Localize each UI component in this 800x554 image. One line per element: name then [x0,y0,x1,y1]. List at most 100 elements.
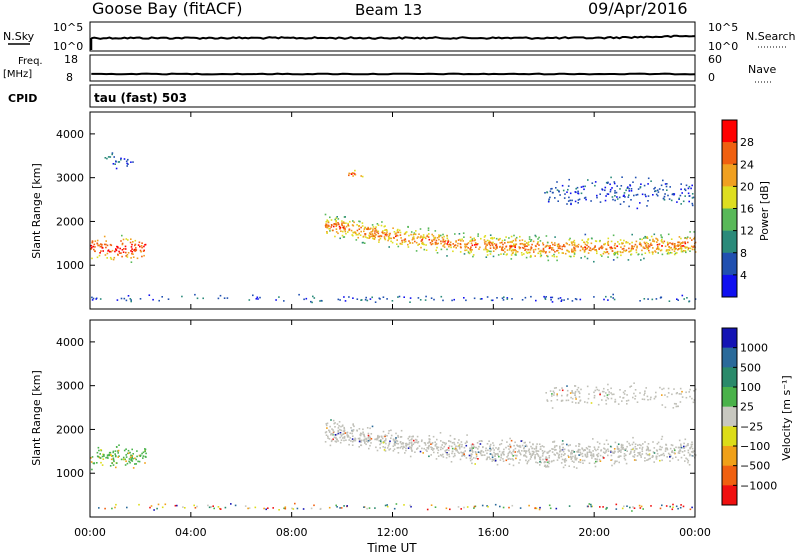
range-cell [611,250,614,252]
range-cell [694,388,697,391]
range-cell [544,252,547,254]
range-cell [498,450,501,453]
range-cell [465,249,468,251]
range-cell [458,447,461,450]
range-cell [609,247,612,250]
range-cell [635,251,638,254]
range-cell [571,244,574,246]
range-cell [324,431,327,434]
range-cell [345,222,347,224]
range-cell [485,245,487,248]
range-cell [656,247,659,250]
range-cell [388,449,390,451]
range-cell [535,450,538,453]
range-cell [580,192,583,195]
range-cell [575,467,578,469]
range-cell [609,183,611,186]
range-cell [652,247,654,249]
range-cell [398,295,401,298]
range-cell [562,443,565,445]
range-cell [130,454,132,457]
range-cell [535,507,538,510]
range-cell [647,195,650,197]
range-cell [344,216,346,218]
range-cell [343,439,345,442]
range-cell [648,249,650,252]
range-cell [136,450,138,452]
range-cell [96,242,98,245]
range-cell [128,460,130,463]
range-cell [587,238,590,240]
range-cell [105,243,107,246]
range-cell [639,451,641,454]
range-cell [601,189,604,191]
range-cell [584,250,586,252]
range-cell [590,505,593,508]
range-cell [378,436,380,439]
range-cell [138,503,140,506]
range-cell [659,297,662,299]
range-cell [620,451,622,453]
range-cell [687,460,690,462]
range-cell [616,445,619,448]
range-cell [341,437,344,439]
range-cell [471,462,473,465]
range-cell [414,233,417,236]
range-cell [489,234,492,236]
range-cell [581,459,584,462]
range-cell [450,246,452,249]
range-cell [512,239,515,242]
range-cell [370,235,373,238]
range-cell [693,231,695,233]
range-cell [461,452,464,454]
range-cell [422,237,424,240]
range-cell [503,296,505,298]
range-cell [689,508,692,511]
range-cell [388,237,391,240]
range-cell [575,445,577,447]
range-cell [588,449,591,451]
range-cell [196,505,198,508]
range-cell [435,443,438,445]
range-cell [395,234,398,237]
range-cell [654,250,656,252]
range-cell [597,446,600,448]
range-cell [549,390,552,392]
range-cell [472,444,475,446]
range-cell [319,300,321,302]
range-cell [437,455,440,457]
range-cell [407,226,409,228]
range-cell [689,250,691,252]
range-cell [442,245,444,247]
range-cell [692,451,694,454]
range-cell [573,461,575,463]
range-cell [369,236,371,239]
range-cell [184,507,186,509]
range-cell [577,390,580,393]
range-cell [669,186,671,188]
range-cell [616,448,619,450]
range-cell [601,399,603,401]
range-cell [581,455,584,458]
range-cell [665,185,668,188]
range-cell [480,440,483,442]
range-cell [578,396,581,398]
range-cell [132,161,134,163]
range-cell [101,246,103,249]
range-cell [556,259,558,262]
range-cell [669,460,671,462]
range-cell [534,457,536,460]
range-cell [529,251,531,254]
range-cell [435,249,437,252]
x-tick-label: 16:00 [477,526,509,539]
range-cell [326,231,328,233]
range-cell [358,446,360,448]
range-cell [498,455,500,458]
range-cell [330,226,332,228]
range-cell [442,239,444,241]
range-cell [648,449,650,452]
range-cell [334,422,336,424]
range-cell [625,454,627,457]
range-cell [381,221,383,223]
